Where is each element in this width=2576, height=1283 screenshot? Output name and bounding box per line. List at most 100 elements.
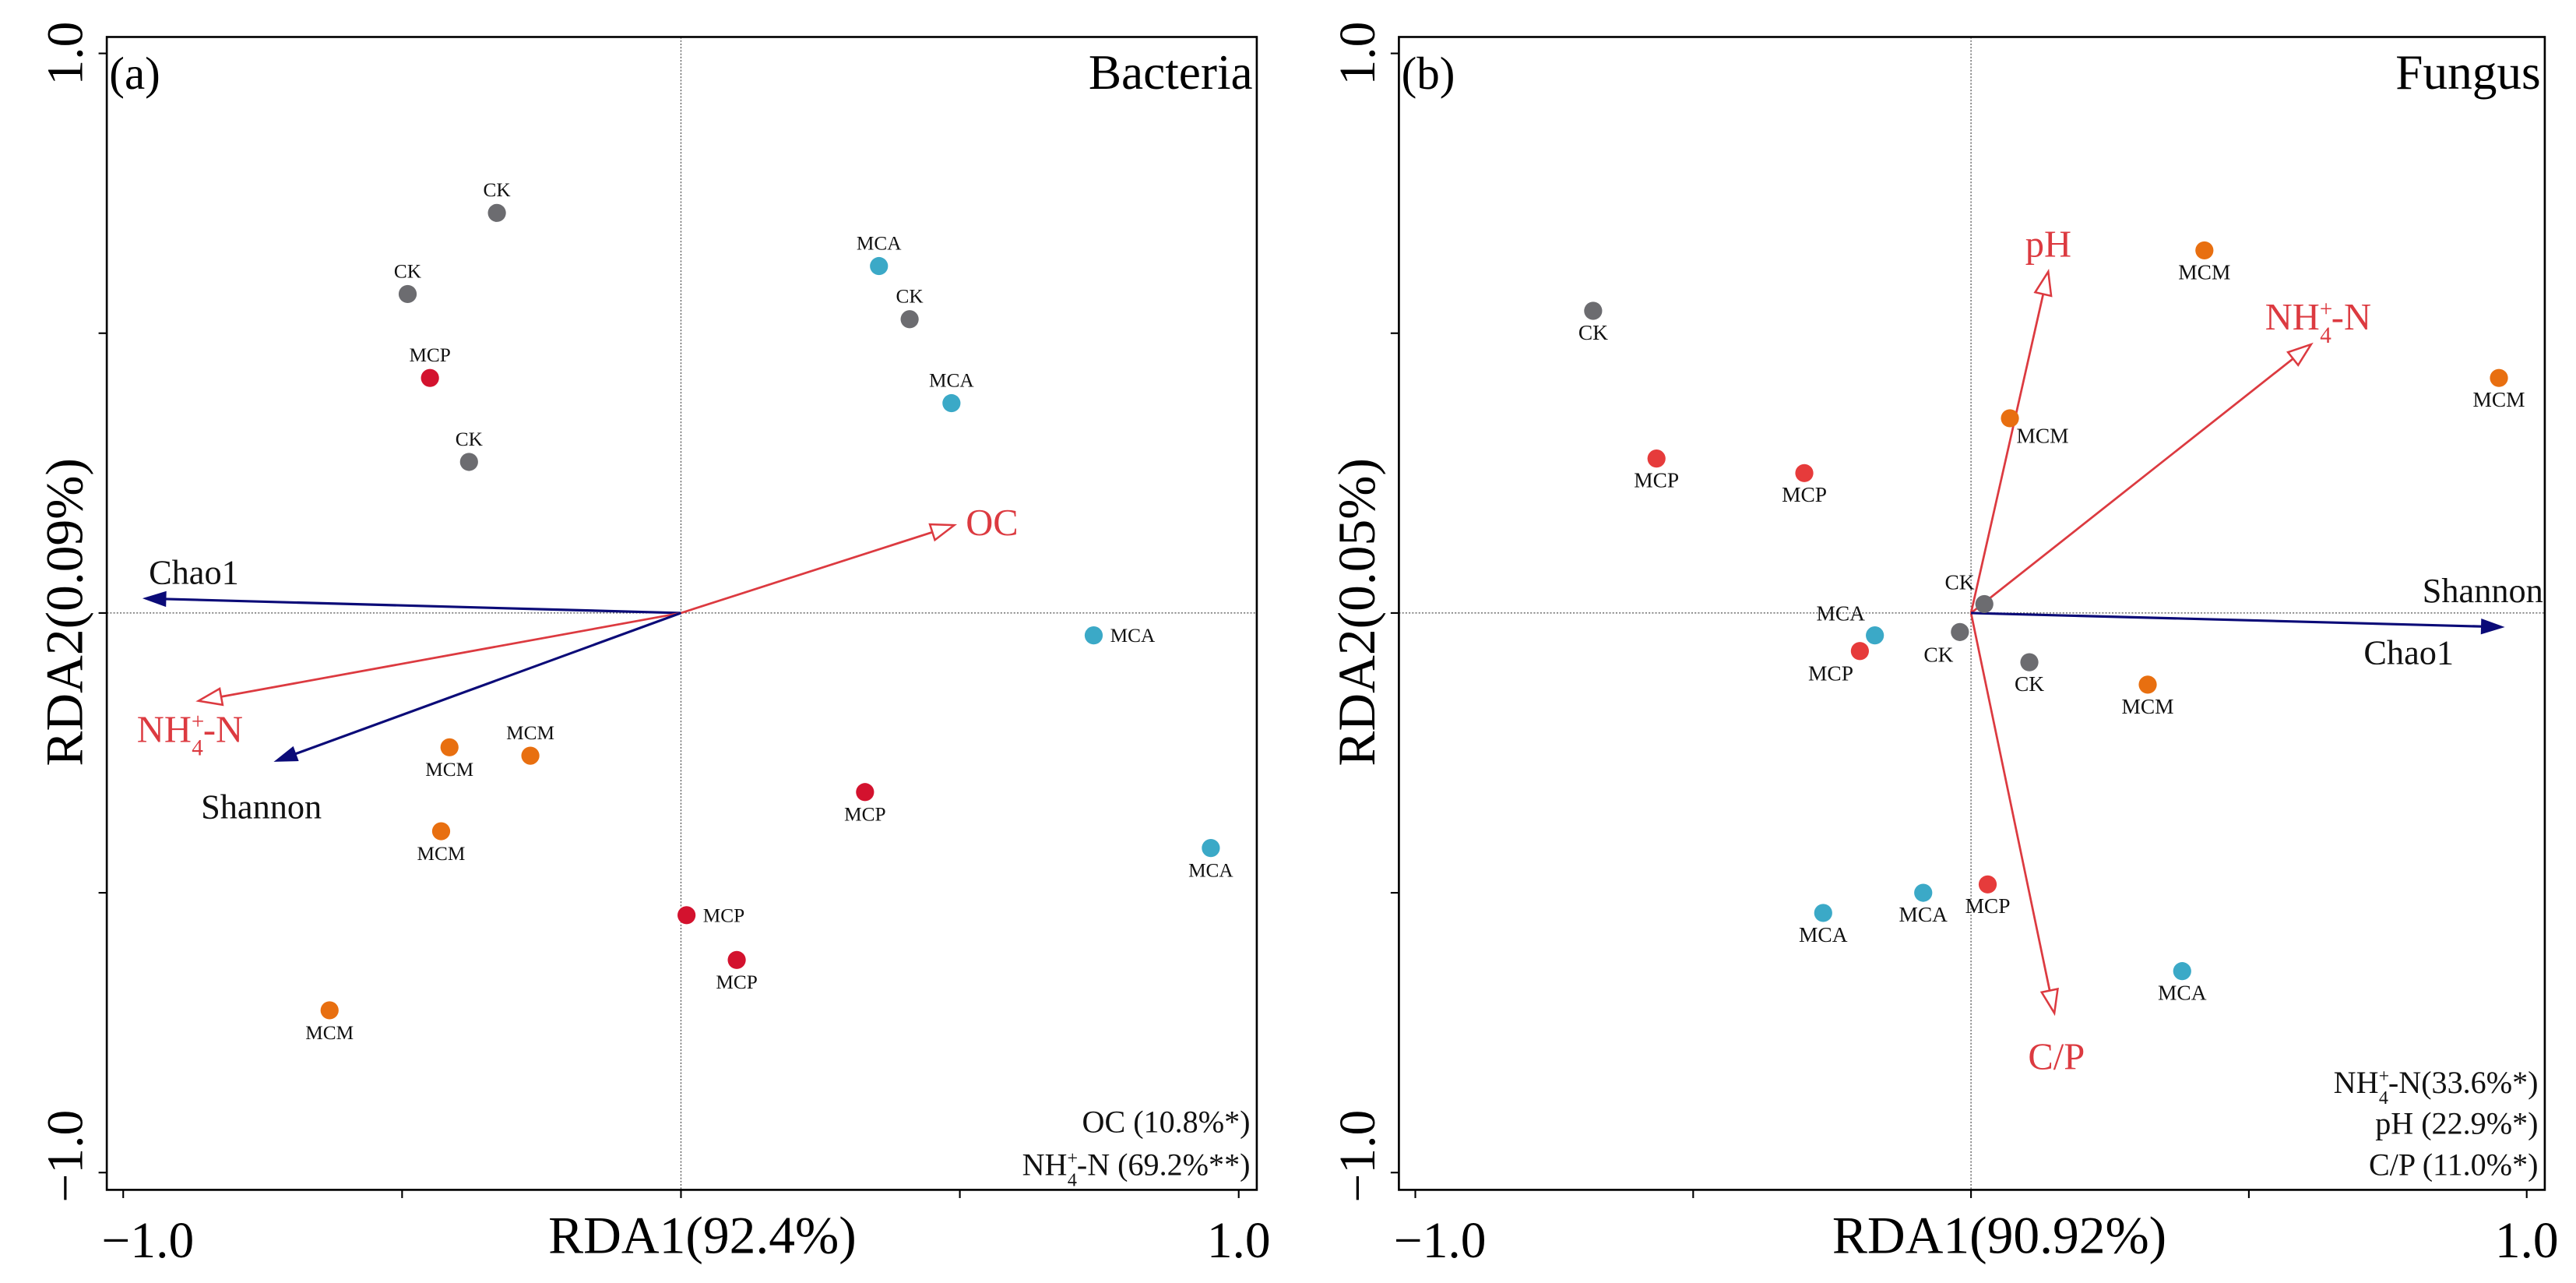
arrow-shaft (220, 612, 681, 698)
data-point-mcp (1850, 642, 1869, 661)
data-point-label: MCA (929, 369, 974, 391)
data-point-label: CK (484, 179, 512, 201)
data-point-label: CK (896, 286, 924, 308)
arrow-head (928, 523, 958, 542)
data-point-mcm (320, 1001, 339, 1020)
y-tick-label: 1.0 (37, 22, 93, 86)
significance-stat: pH (22.9%*) (2375, 1106, 2538, 1141)
data-point-label: MCA (1110, 625, 1156, 647)
data-point-ck (487, 203, 506, 222)
arrow-head (273, 745, 299, 762)
data-point-label: MCA (1188, 860, 1233, 882)
data-point-label: MCP (1965, 894, 2011, 918)
data-point-mca (1202, 839, 1220, 858)
data-point-label: MCP (844, 804, 885, 826)
x-tick-label: 1.0 (1207, 1213, 1271, 1269)
arrow-label-oc: OC (966, 502, 1018, 544)
data-point-label: MCM (506, 722, 554, 744)
data-point-mcp (1647, 449, 1666, 468)
data-point-mcp (421, 368, 439, 387)
data-point-label: MCM (2122, 695, 2174, 718)
data-point-mcp (1795, 464, 1814, 482)
data-point-mcp (1978, 875, 1997, 894)
y-tick-label: 1.0 (1330, 22, 1386, 86)
arrow-label-shannon: Shannon (201, 788, 322, 826)
panel-b: −1.0 1.0 1.0 −1.0 RDA1(90.92%) RDA2(0.05%) (b)… (1328, 22, 2559, 1269)
arrow-shaft (1970, 358, 2294, 614)
significance-stat: NH+ 4-N(33.6%*) (2334, 1065, 2539, 1109)
arrow-head (2033, 269, 2053, 298)
data-point-label: MCM (305, 1022, 354, 1044)
data-point-label: MCP (1634, 469, 1679, 492)
panel-a: −1.0 1.0 1.0 −1.0 RDA1(92.4%) RDA2(0.09%) (a) B… (35, 22, 1270, 1269)
data-point-mcp (727, 950, 746, 969)
arrow-label-chao1: Chao1 (2363, 633, 2454, 671)
data-point-mcm (440, 738, 459, 756)
data-point-mcm (431, 822, 451, 841)
data-point-ck (900, 310, 919, 329)
arrow-head (2286, 342, 2314, 367)
arrow-label-chao1: Chao1 (149, 553, 239, 591)
data-point-label: CK (1944, 570, 1974, 594)
data-point-mcm (2001, 409, 2019, 428)
data-point-label: CK (394, 260, 422, 282)
panel-label: (a) (109, 48, 160, 99)
significance-stat: OC (10.8%*) (1082, 1105, 1251, 1140)
arrow-label-nh4-n: NH+ 4-N (137, 709, 243, 760)
data-point-label: MCA (1799, 923, 1848, 946)
data-point-mcp (856, 783, 875, 802)
y-tick-label: −1.0 (1330, 1110, 1386, 1203)
data-point-mca (2173, 962, 2191, 981)
significance-stat: NH+ 4-N (69.2%**) (1022, 1147, 1251, 1190)
data-point-mca (1866, 626, 1884, 645)
panel-label: (b) (1402, 48, 1455, 99)
arrow-label-shannon: Shannon (2423, 572, 2543, 610)
data-point-label: MCM (2473, 388, 2525, 411)
arrow-label-ph: pH (2025, 224, 2071, 266)
y-axis-title: RDA2(0.05%) (1328, 458, 1386, 767)
data-point-label: CK (2015, 672, 2044, 696)
data-point-ck (1975, 594, 1994, 614)
significance-stat: C/P (11.0%*) (2369, 1147, 2538, 1182)
arrow-shaft (1969, 612, 2051, 991)
data-point-ck (1951, 622, 1969, 641)
arrow-shaft (165, 597, 681, 615)
arrow-head (142, 590, 167, 608)
x-tick-label: −1.0 (1394, 1213, 1487, 1269)
arrow-label-c-p: C/P (2028, 1036, 2085, 1077)
x-axis-title: RDA1(92.4%) (548, 1207, 857, 1265)
data-point-label: MCM (417, 843, 466, 865)
x-tick-label: 1.0 (2495, 1213, 2559, 1269)
data-point-label: MCP (703, 904, 744, 926)
data-point-mca (942, 393, 961, 413)
data-point-mcm (2138, 675, 2157, 694)
data-point-ck (1584, 301, 1603, 320)
y-tick-label: −1.0 (37, 1110, 93, 1203)
data-point-label: CK (1923, 643, 1953, 666)
panel-title: Fungus (2395, 45, 2540, 100)
arrow-head (2480, 618, 2505, 635)
data-point-mca (1814, 904, 1832, 922)
data-point-label: MCM (425, 759, 473, 781)
x-axis-title: RDA1(90.92%) (1832, 1207, 2166, 1265)
data-point-mca (870, 256, 889, 276)
data-point-label: MCM (2016, 425, 2068, 448)
data-point-label: MCA (2158, 982, 2207, 1005)
arrow-shaft (681, 530, 933, 615)
data-point-ck (2020, 653, 2039, 671)
data-point-mca (1084, 626, 1103, 645)
arrow-head (195, 687, 224, 707)
data-point-label: MCP (409, 344, 450, 366)
data-point-mcp (677, 906, 696, 925)
data-point-mca (1914, 883, 1933, 902)
data-point-label: MCP (1782, 483, 1827, 506)
data-point-label: MCA (1817, 602, 1866, 626)
y-axis-title: RDA2(0.09%) (35, 458, 93, 767)
arrow-head (2039, 987, 2059, 1017)
arrow-shaft (294, 612, 682, 756)
data-point-label: MCA (857, 232, 902, 254)
arrow-shaft (1971, 612, 2483, 628)
data-point-label: CK (1578, 321, 1608, 344)
data-point-ck (459, 453, 478, 471)
